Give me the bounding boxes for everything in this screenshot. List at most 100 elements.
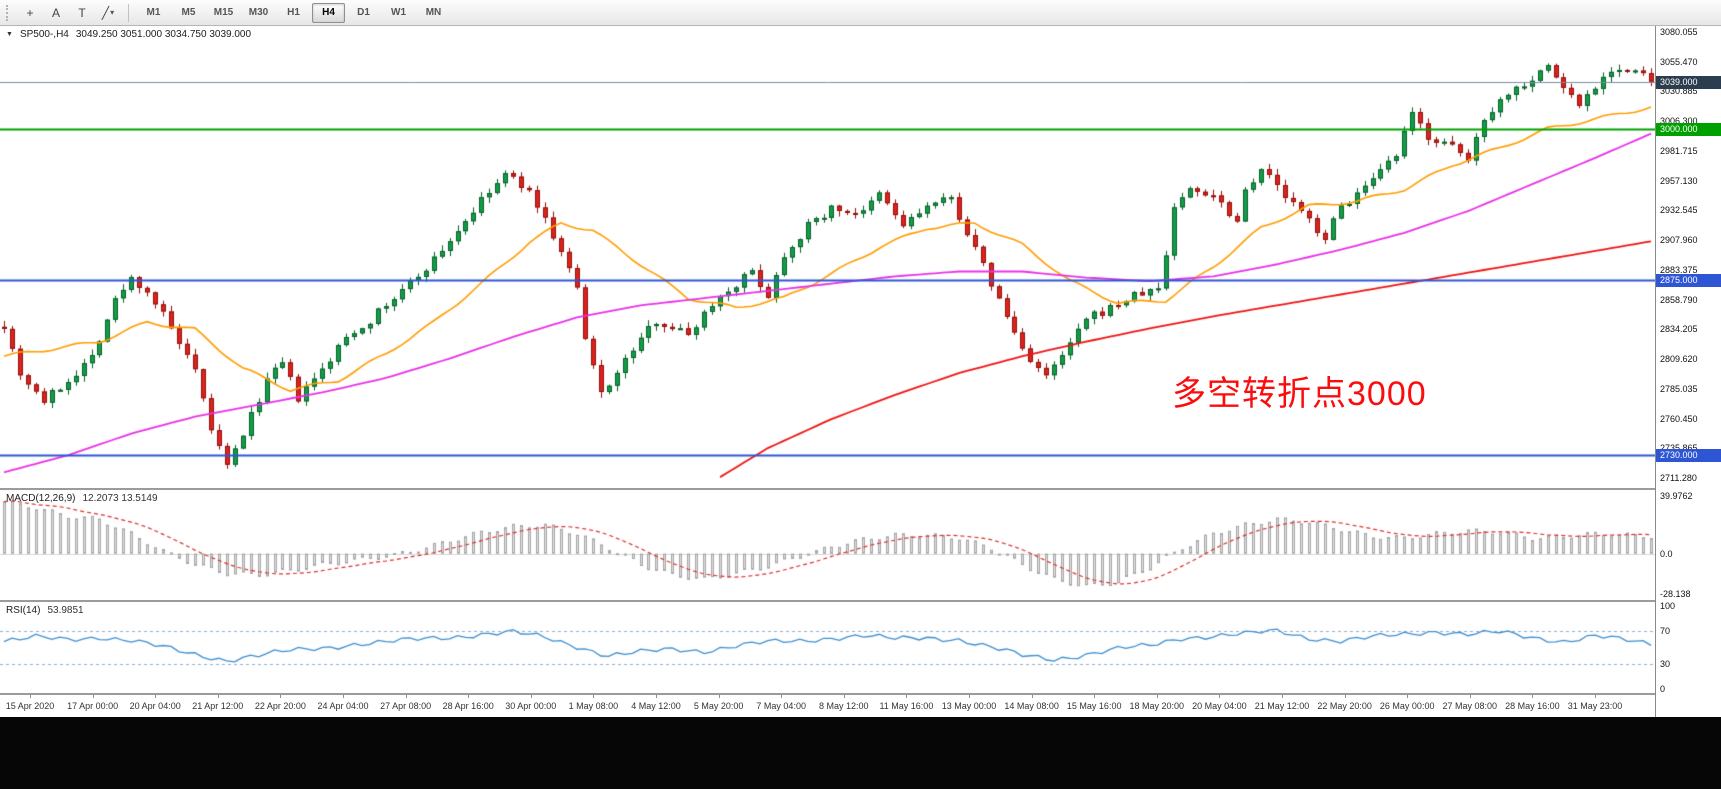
axis-label: 3006.300 xyxy=(1660,116,1698,127)
timeframe-w1-button[interactable]: W1 xyxy=(391,7,406,18)
timeframe-h4-button[interactable]: H4 xyxy=(312,2,345,23)
pane-divider-price-macd[interactable] xyxy=(0,488,1721,491)
axis-label: 3030.885 xyxy=(1660,86,1698,97)
pane-divider-macd-rsi[interactable] xyxy=(0,600,1721,603)
price-chart-canvas[interactable] xyxy=(0,26,1655,488)
timeframe-m5-button[interactable]: M5 xyxy=(181,7,196,18)
time-label: 14 May 08:00 xyxy=(1004,701,1059,711)
time-axis[interactable]: 15 Apr 2020 17 Apr 00:00 20 Apr 04:00 21 Ap… xyxy=(0,695,1655,717)
time-tick xyxy=(969,695,970,698)
trendline-tool-button[interactable]: ╱ ▾ xyxy=(96,2,120,24)
time-label: 31 May 23:00 xyxy=(1567,701,1623,711)
time-tick xyxy=(405,695,407,698)
rsi-indicator-name: RSI(14) xyxy=(6,605,41,616)
time-tick xyxy=(1219,695,1221,698)
macd-indicator-values: 12.2073 13.5149 xyxy=(82,493,158,504)
axis-label: 2858.790 xyxy=(1660,294,1698,305)
chart-text-annotation[interactable]: 多空转折点3000 xyxy=(1172,375,1427,413)
macd-indicator-name: MACD(12,26,9) xyxy=(6,493,76,504)
axis-label: 2809.620 xyxy=(1660,354,1698,365)
timeframe-m15-button[interactable]: M15 xyxy=(213,7,234,18)
time-label: 5 May 20:00 xyxy=(693,701,744,711)
axis-label: 2957.130 xyxy=(1660,175,1698,186)
axis-label: 3080.055 xyxy=(1660,26,1698,37)
time-label: 11 May 16:00 xyxy=(879,701,934,711)
text-label-tool-icon: A xyxy=(51,5,60,20)
time-label: 21 Apr 12:00 xyxy=(192,701,244,711)
price-tag-2730.000: 2730.000 xyxy=(1656,449,1721,463)
price-pane: ▼ SP500-,H4 3049.250 3051.000 3034.750 3… xyxy=(0,26,1655,488)
macd-chart-canvas[interactable] xyxy=(0,490,1655,600)
time-tick xyxy=(92,695,94,698)
axis-label: 0.0 xyxy=(1660,548,1673,559)
time-tick xyxy=(1532,695,1534,698)
toolbar-divider xyxy=(128,3,129,22)
crosshair-tool-icon: + xyxy=(26,5,34,20)
time-tick xyxy=(593,695,595,698)
price-tag-2875.000: 2875.000 xyxy=(1656,273,1721,287)
macd-pane: MACD(12,26,9) 12.2073 13.5149 xyxy=(0,490,1655,600)
price-tag-3039.000: 3039.000 xyxy=(1656,75,1721,89)
time-tick xyxy=(1156,695,1158,698)
timeframe-d1-button[interactable]: D1 xyxy=(357,7,370,18)
time-tick xyxy=(530,695,532,698)
price-axis[interactable]: 3080.055 3055.470 3030.885 3006.300 2981.715… xyxy=(1655,26,1721,717)
axis-label: 2981.715 xyxy=(1660,145,1698,156)
rsi-chart-canvas[interactable] xyxy=(0,602,1655,693)
time-tick xyxy=(1469,695,1471,698)
time-label: 26 May 00:00 xyxy=(1379,701,1435,711)
time-label: 15 May 16:00 xyxy=(1066,701,1122,711)
time-label: 20 Apr 04:00 xyxy=(129,701,181,711)
timeframe-toolbar: M1 M5 M15 M30 H1 H4 D1 W1 MN xyxy=(136,2,451,23)
time-label: 22 Apr 20:00 xyxy=(254,701,306,711)
time-tick xyxy=(1344,695,1346,698)
time-tick xyxy=(1031,695,1033,698)
rsi-header: RSI(14) 53.9851 xyxy=(6,605,84,616)
time-label: 8 May 12:00 xyxy=(819,701,869,711)
axis-label: 2907.960 xyxy=(1660,235,1698,246)
axis-label: 2760.450 xyxy=(1660,413,1698,424)
timeframe-mn-button[interactable]: MN xyxy=(425,7,442,18)
bottom-black-bar xyxy=(0,717,1721,789)
rsi-indicator-values: 53.9851 xyxy=(47,605,84,616)
time-label: 28 May 16:00 xyxy=(1505,701,1560,711)
axis-label: 100 xyxy=(1660,601,1676,612)
timeframe-h1-button[interactable]: H1 xyxy=(287,7,300,18)
time-tick xyxy=(781,695,783,698)
time-tick xyxy=(468,695,470,698)
time-label: 24 Apr 04:00 xyxy=(317,701,369,711)
rsi-pane: RSI(14) 53.9851 xyxy=(0,602,1655,693)
dropdown-caret-icon: ▾ xyxy=(110,8,115,17)
time-label: 18 May 20:00 xyxy=(1129,701,1185,711)
toolbar: + A T ╱ ▾ M1 M5 M15 M30 H1 H4 D1 W1 MN xyxy=(0,0,1721,26)
time-label: 21 May 12:00 xyxy=(1254,701,1310,711)
axis-label: 3055.470 xyxy=(1660,56,1698,67)
time-tick xyxy=(1407,695,1409,698)
crosshair-tool-button[interactable]: + xyxy=(18,2,42,24)
symbol-timeframe-label: SP500-,H4 xyxy=(19,29,69,40)
time-tick xyxy=(217,695,219,698)
timeframe-m1-button[interactable]: M1 xyxy=(146,7,161,18)
time-tick xyxy=(280,695,282,698)
text-label-tool-button[interactable]: A xyxy=(44,2,68,24)
time-tick xyxy=(155,695,157,698)
axis-label: -28.138 xyxy=(1660,589,1691,600)
price-tag-3000.000: 3000.000 xyxy=(1656,122,1721,136)
timeframe-m30-button[interactable]: M30 xyxy=(248,7,269,18)
axis-label: 0 xyxy=(1660,683,1666,694)
toolbar-grip[interactable] xyxy=(6,4,12,21)
time-tick xyxy=(1595,695,1596,698)
time-tick xyxy=(343,695,344,698)
axis-label: 30 xyxy=(1660,659,1671,670)
time-tick xyxy=(30,695,31,698)
time-label: 13 May 00:00 xyxy=(941,701,997,711)
time-label: 7 May 04:00 xyxy=(756,701,806,711)
time-label: 30 Apr 00:00 xyxy=(505,701,557,711)
time-tick xyxy=(718,695,720,698)
time-label: 20 May 04:00 xyxy=(1192,701,1247,711)
time-label: 28 Apr 16:00 xyxy=(442,701,494,711)
text-tool-button[interactable]: T xyxy=(70,2,94,24)
macd-header: MACD(12,26,9) 12.2073 13.5149 xyxy=(6,493,158,504)
axis-label: 2932.545 xyxy=(1660,205,1698,216)
